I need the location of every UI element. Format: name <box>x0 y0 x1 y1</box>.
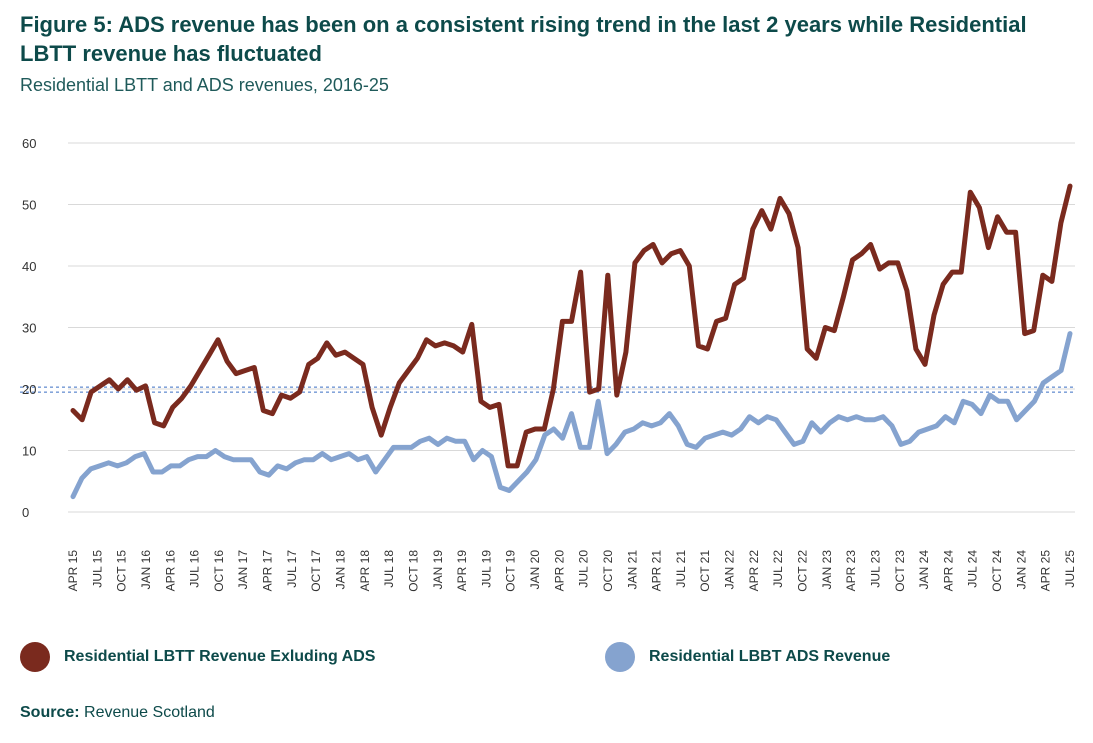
x-tick-label: JAN 23 <box>820 550 834 590</box>
x-tick-label: OCT 19 <box>504 550 518 592</box>
x-tick-label: APR 16 <box>163 550 177 592</box>
series-line-lbtt <box>70 183 1073 469</box>
x-tick-label: JUL 17 <box>285 550 299 588</box>
legend-swatch-ads <box>605 642 635 672</box>
x-tick-label: JAN 21 <box>625 550 639 590</box>
x-tick-label: JAN 16 <box>139 550 153 590</box>
x-tick-label: JUL 22 <box>771 550 785 588</box>
x-tick-label: OCT 17 <box>309 550 323 592</box>
y-axis-ticks: 0 10 20 30 40 50 60 <box>22 136 36 520</box>
series-line-ads <box>70 331 1073 500</box>
x-tick-label: APR 22 <box>747 550 761 592</box>
x-tick-label: JAN 18 <box>333 550 347 590</box>
y-tick-label: 40 <box>22 259 36 274</box>
x-tick-label: APR 19 <box>455 550 469 592</box>
x-tick-label: JAN 22 <box>723 550 737 590</box>
chart-subtitle: Residential LBTT and ADS revenues, 2016-… <box>20 75 389 95</box>
x-tick-label: OCT 23 <box>893 550 907 592</box>
y-tick-label: 0 <box>22 505 29 520</box>
x-tick-label: JUL 20 <box>577 550 591 588</box>
x-tick-label: APR 23 <box>844 550 858 592</box>
y-tick-label: 50 <box>22 198 36 213</box>
x-tick-label: APR 20 <box>552 550 566 592</box>
y-tick-label: 60 <box>22 136 36 151</box>
x-tick-label: JAN 24 <box>917 550 931 590</box>
legend-swatch-lbtt <box>20 642 50 672</box>
x-tick-label: APR 21 <box>650 550 664 592</box>
x-tick-label: OCT 18 <box>406 550 420 592</box>
x-tick-label: JUL 23 <box>868 550 882 588</box>
x-tick-label: JAN 17 <box>236 550 250 590</box>
x-tick-label: APR 17 <box>261 550 275 592</box>
x-tick-label: APR 15 <box>66 550 80 592</box>
legend-label-ads: Residential LBBT ADS Revenue <box>649 648 891 665</box>
x-tick-label: JUL 19 <box>479 550 493 588</box>
x-tick-label: OCT 22 <box>796 550 810 592</box>
y-tick-label: 10 <box>22 444 36 459</box>
x-tick-label: OCT 24 <box>990 550 1004 592</box>
x-tick-label: OCT 20 <box>601 550 615 592</box>
x-tick-label: JUL 24 <box>966 550 980 588</box>
source-text: Revenue Scotland <box>84 704 215 721</box>
x-tick-label: APR 18 <box>358 550 372 592</box>
x-tick-label: JUL 15 <box>90 550 104 588</box>
source-note: Source: Revenue Scotland <box>20 704 215 722</box>
series-lines <box>70 183 1073 500</box>
x-tick-label: JAN 24 <box>1014 550 1028 590</box>
x-tick-label: JUL 21 <box>674 550 688 588</box>
y-tick-label: 30 <box>22 321 36 336</box>
legend-item-lbtt: Residential LBTT Revenue Exluding ADS <box>20 642 375 672</box>
x-tick-label: OCT 15 <box>115 550 129 592</box>
y-tick-label: 20 <box>22 382 36 397</box>
legend-label-lbtt: Residential LBTT Revenue Exluding ADS <box>64 648 376 665</box>
x-tick-label: APR 25 <box>1039 550 1053 592</box>
x-tick-label: JUL 18 <box>382 550 396 588</box>
chart-title: Figure 5: ADS revenue has been on a cons… <box>20 12 1027 66</box>
x-tick-label: OCT 16 <box>212 550 226 592</box>
reference-lines <box>20 386 1075 393</box>
x-tick-label: JAN 19 <box>431 550 445 590</box>
x-tick-label: JUL 16 <box>188 550 202 588</box>
source-label: Source: <box>20 704 80 721</box>
x-tick-label: JUL 25 <box>1063 550 1077 588</box>
legend-item-ads: Residential LBBT ADS Revenue <box>605 642 890 672</box>
gridlines <box>68 142 1075 513</box>
x-tick-label: OCT 21 <box>698 550 712 592</box>
x-tick-label: APR 24 <box>941 550 955 592</box>
x-tick-label: JAN 20 <box>528 550 542 590</box>
x-axis-ticks: APR 15 JUL 15 OCT 15 JAN 16 APR 16 JUL 16 OCT … <box>66 550 1077 592</box>
